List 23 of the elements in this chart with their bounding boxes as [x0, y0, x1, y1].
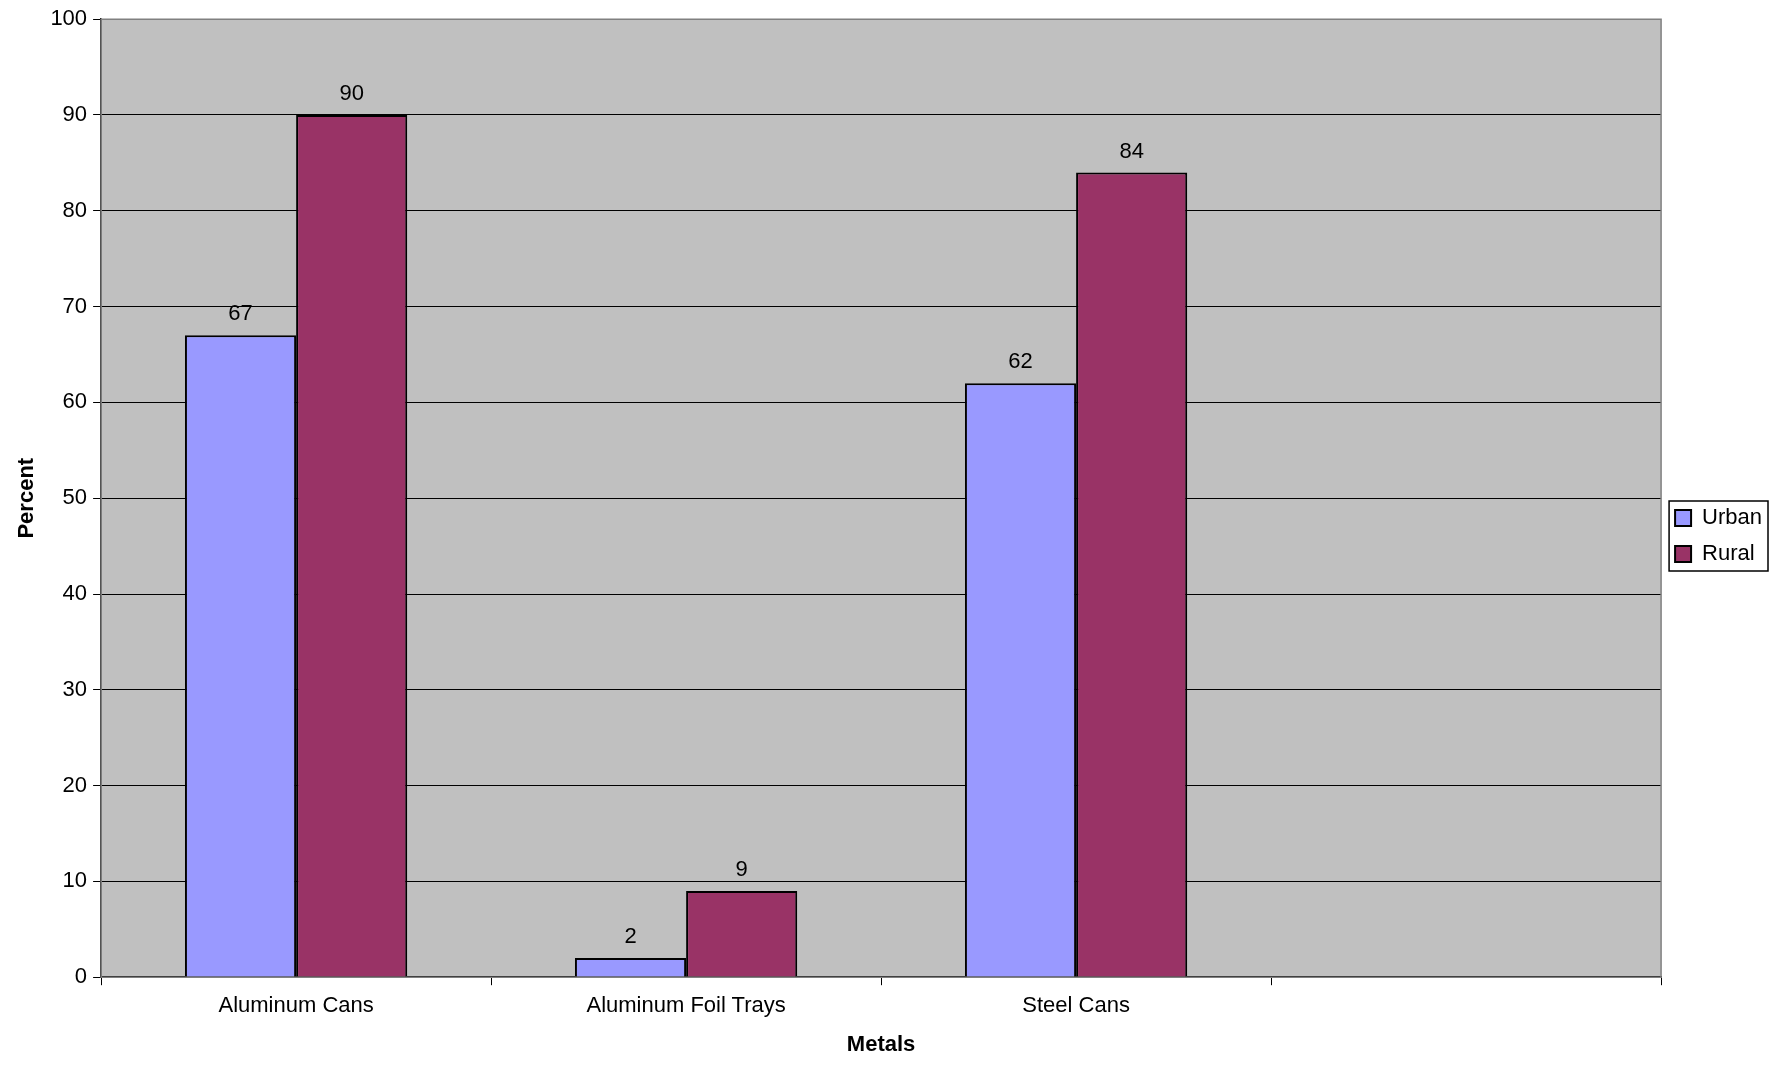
y-tick-label: 60 [62, 388, 88, 414]
data-label: 9 [735, 856, 748, 882]
y-tick-label: 0 [74, 963, 88, 989]
x-tick-label: Steel Cans [1022, 992, 1130, 1018]
y-tick-label: 20 [62, 771, 88, 797]
legend-label: Urban [1702, 504, 1762, 530]
data-label: 84 [1119, 137, 1144, 163]
x-axis-title: Metals [846, 1030, 916, 1056]
y-tick-label: 50 [62, 484, 88, 510]
y-axis-title: Percent [13, 457, 39, 539]
x-tick-label: Aluminum Cans [218, 992, 374, 1018]
y-tick-label: 70 [62, 292, 88, 318]
x-tick-label: Aluminum Foil Trays [586, 992, 786, 1018]
legend-label: Rural [1702, 540, 1755, 566]
y-tick-label: 40 [62, 580, 88, 606]
y-tick-label: 90 [62, 101, 88, 127]
data-label: 62 [1008, 348, 1033, 374]
y-tick-label: 30 [62, 675, 88, 701]
y-tick-label: 100 [50, 5, 88, 31]
data-label: 90 [339, 80, 364, 106]
y-tick-label: 10 [62, 867, 88, 893]
y-tick-label: 80 [62, 196, 88, 222]
data-label: 2 [624, 923, 637, 949]
